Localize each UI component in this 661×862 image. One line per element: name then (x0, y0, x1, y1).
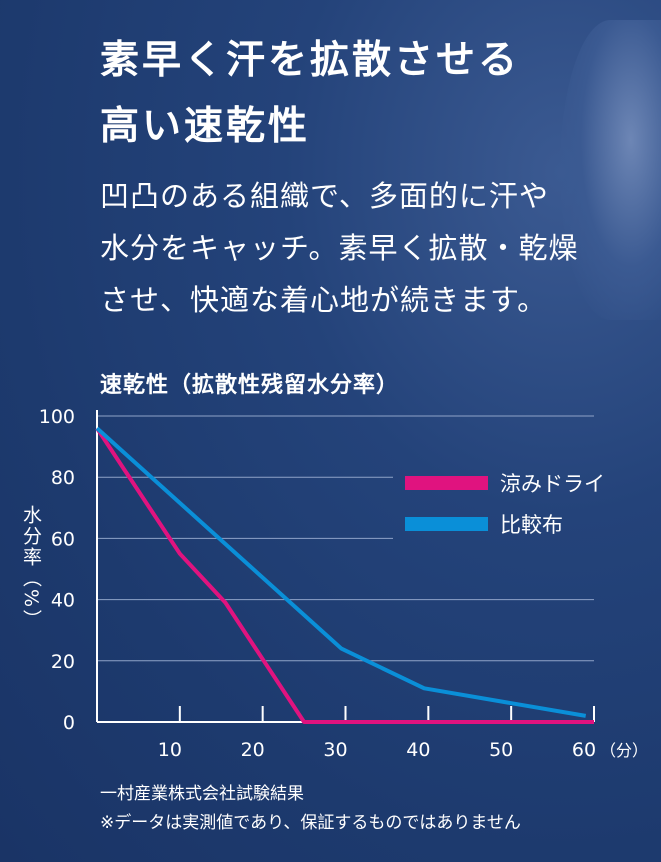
series-line-1 (95, 427, 594, 724)
body-line: させ、快適な着心地が続きます。 (100, 283, 548, 317)
footnote: 一村産業株式会社試験結果 (100, 784, 304, 804)
y-tick-label: 80 (51, 467, 75, 489)
series-line-2 (95, 426, 587, 718)
legend-label: 涼みドライ (500, 472, 605, 496)
y-tick-label: 100 (39, 406, 75, 428)
x-tick-label: 30 (323, 739, 347, 761)
y-tick-label: 40 (51, 590, 75, 612)
legend-label: 比較布 (500, 513, 563, 537)
x-tick-label: 20 (241, 739, 265, 761)
y-axis-label: 水分率（%） (20, 505, 42, 631)
footnote: ※データは実測値であり、保証するものではありません (100, 813, 521, 833)
chart-title: 速乾性（拡散性残留水分率） (100, 373, 400, 398)
y-tick-label: 60 (51, 528, 75, 550)
body-text: 凹凸のある組織で、多面的に汗や 水分をキャッチ。素早く拡散・乾燥 させ、快適な着… (100, 170, 640, 326)
y-tick-label: 0 (63, 712, 75, 734)
background-shape (560, 20, 661, 320)
y-tick-label: 20 (51, 651, 75, 673)
x-axis-unit: （分） (600, 741, 648, 760)
headline-line: 素早く汗を拡散させる (100, 38, 521, 83)
x-tick-label: 50 (489, 739, 513, 761)
footnotes: 一村産業株式会社試験結果 ※データは実測値であり、保証するものではありません (100, 780, 640, 838)
x-tick-label: 10 (158, 739, 182, 761)
body-line: 水分をキャッチ。素早く拡散・乾燥 (100, 231, 579, 265)
body-line: 凹凸のある組織で、多面的に汗や (100, 179, 549, 213)
legend-swatch (405, 517, 488, 531)
legend-swatch (405, 476, 488, 490)
x-tick-label: 40 (406, 739, 430, 761)
headline-line: 高い速乾性 (100, 104, 311, 149)
headline: 素早く汗を拡散させる 高い速乾性 (100, 28, 640, 160)
x-tick-label: 60 (572, 739, 596, 761)
